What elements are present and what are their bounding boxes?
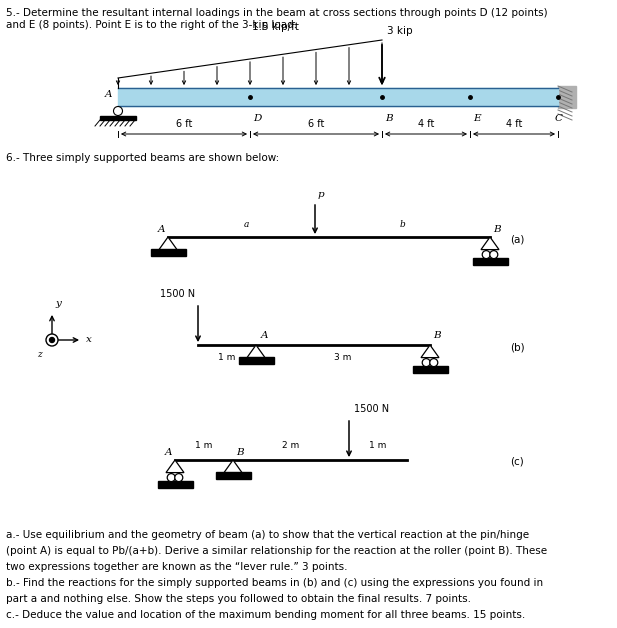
Text: (b): (b) xyxy=(510,342,524,352)
Text: A: A xyxy=(104,90,112,99)
Text: 6 ft: 6 ft xyxy=(308,119,324,129)
Polygon shape xyxy=(481,237,499,249)
Bar xyxy=(473,258,508,265)
Text: 5.- Determine the resultant internal loadings in the beam at cross sections thro: 5.- Determine the resultant internal loa… xyxy=(6,8,548,18)
Bar xyxy=(215,472,251,479)
Polygon shape xyxy=(421,345,439,357)
Text: D: D xyxy=(253,114,262,123)
Text: two expressions together are known as the “lever rule.” 3 points.: two expressions together are known as th… xyxy=(6,562,347,572)
Text: (point A) is equal to Pb/(a+b). Derive a similar relationship for the reaction a: (point A) is equal to Pb/(a+b). Derive a… xyxy=(6,546,547,556)
Polygon shape xyxy=(166,460,184,473)
Text: 4 ft: 4 ft xyxy=(506,119,522,129)
Text: (c): (c) xyxy=(510,457,524,467)
Bar xyxy=(151,249,186,256)
Bar xyxy=(157,481,193,488)
Text: B: B xyxy=(433,331,441,340)
Polygon shape xyxy=(224,460,242,473)
Text: 2 m: 2 m xyxy=(283,441,300,450)
Text: and E (8 points). Point E is to the right of the 3-kip load.: and E (8 points). Point E is to the righ… xyxy=(6,20,297,30)
Circle shape xyxy=(175,474,183,482)
Text: y: y xyxy=(55,299,61,308)
Bar xyxy=(558,86,576,108)
Circle shape xyxy=(167,474,175,482)
Text: b: b xyxy=(400,220,405,229)
Circle shape xyxy=(114,107,123,116)
Text: A: A xyxy=(261,331,268,340)
Text: 4 ft: 4 ft xyxy=(418,119,434,129)
Polygon shape xyxy=(247,345,265,357)
Text: a: a xyxy=(244,220,249,229)
Text: 1500 N: 1500 N xyxy=(160,289,195,299)
Text: 1500 N: 1500 N xyxy=(354,404,389,414)
Text: B: B xyxy=(493,225,500,234)
Text: C: C xyxy=(555,114,563,123)
Text: A: A xyxy=(157,225,165,234)
Circle shape xyxy=(49,337,54,342)
Text: 6 ft: 6 ft xyxy=(176,119,192,129)
Text: B: B xyxy=(385,114,392,123)
Text: z: z xyxy=(37,350,42,359)
Circle shape xyxy=(482,251,491,259)
Text: x: x xyxy=(86,335,92,345)
Text: 3 m: 3 m xyxy=(334,353,352,362)
Text: c.- Deduce the value and location of the maximum bending moment for all three be: c.- Deduce the value and location of the… xyxy=(6,610,525,620)
Text: E: E xyxy=(473,114,481,123)
Circle shape xyxy=(46,334,58,346)
Circle shape xyxy=(422,359,430,367)
Text: 6.- Three simply supported beams are shown below:: 6.- Three simply supported beams are sho… xyxy=(6,153,280,163)
Text: 1 m: 1 m xyxy=(370,441,387,450)
Text: (a): (a) xyxy=(510,234,524,244)
Text: 1 m: 1 m xyxy=(218,353,236,362)
Text: B: B xyxy=(236,448,244,457)
Text: b.- Find the reactions for the simply supported beams in (b) and (c) using the e: b.- Find the reactions for the simply su… xyxy=(6,578,543,588)
Text: A: A xyxy=(165,448,172,457)
Polygon shape xyxy=(159,237,177,249)
Bar xyxy=(118,88,558,106)
Circle shape xyxy=(490,251,498,259)
Bar xyxy=(100,116,136,120)
Bar xyxy=(239,357,273,364)
Circle shape xyxy=(430,359,438,367)
Text: 1 m: 1 m xyxy=(196,441,213,450)
Text: p: p xyxy=(318,190,325,199)
Text: 1.5 kip/ft: 1.5 kip/ft xyxy=(252,22,299,32)
Text: part a and nothing else. Show the steps you followed to obtain the final results: part a and nothing else. Show the steps … xyxy=(6,594,471,604)
Bar xyxy=(413,366,447,373)
Text: a.- Use equilibrium and the geometry of beam (a) to show that the vertical react: a.- Use equilibrium and the geometry of … xyxy=(6,530,529,540)
Text: 3 kip: 3 kip xyxy=(387,26,413,36)
